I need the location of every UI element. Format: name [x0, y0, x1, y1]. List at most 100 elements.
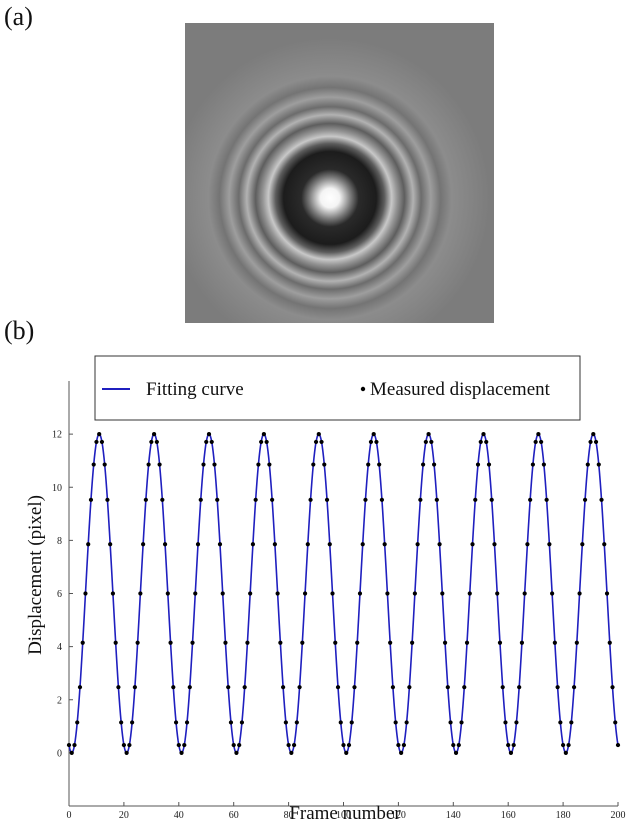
x-tick-label: 20	[119, 810, 129, 821]
measured-point	[377, 462, 382, 467]
measured-point	[113, 640, 118, 645]
measured-point	[283, 720, 288, 725]
measured-point	[264, 439, 269, 445]
measured-point	[154, 439, 159, 445]
measured-point	[346, 742, 352, 748]
measured-point	[204, 439, 209, 445]
measured-point	[313, 439, 319, 445]
measured-point	[448, 720, 453, 725]
measured-point	[410, 640, 415, 645]
measured-point	[451, 742, 456, 748]
measured-point	[341, 742, 346, 748]
measured-point	[379, 497, 385, 502]
measured-point	[566, 742, 571, 748]
measured-point	[171, 685, 176, 690]
y-tick-label: 6	[57, 589, 62, 600]
measured-point	[363, 497, 368, 502]
measured-points-layer	[66, 432, 621, 755]
legend-label-measured-displacement: Measured displacement	[370, 379, 551, 400]
measured-point	[116, 685, 121, 690]
measured-point	[558, 720, 563, 725]
measured-point	[333, 640, 338, 645]
measured-point	[539, 439, 544, 445]
measured-point	[245, 640, 250, 645]
x-tick-label: 100	[336, 810, 351, 821]
measured-point	[615, 742, 621, 748]
measured-point	[234, 750, 239, 755]
y-tick-label: 4	[57, 642, 62, 653]
measured-point	[519, 640, 525, 645]
measured-point	[415, 542, 420, 547]
measured-point	[300, 640, 305, 645]
measured-point	[596, 462, 601, 467]
measured-point	[574, 640, 579, 645]
measured-point	[514, 720, 519, 725]
measured-point	[278, 640, 283, 645]
y-tick-label: 2	[57, 695, 62, 706]
x-axis-title: Frame number	[289, 803, 401, 824]
measured-point	[470, 542, 475, 547]
measured-point	[130, 720, 135, 725]
fitting-curve-layer	[68, 433, 619, 754]
measured-point	[184, 720, 190, 725]
measured-point	[209, 439, 214, 445]
measured-point	[613, 720, 618, 725]
measured-point	[459, 720, 464, 725]
measured-point	[324, 497, 330, 502]
measured-point	[335, 685, 341, 690]
legend-dot-swatch	[360, 386, 366, 392]
measured-point	[289, 750, 294, 755]
measured-point	[355, 640, 360, 645]
measured-point	[242, 685, 247, 690]
measured-point	[102, 462, 107, 467]
measured-point	[215, 497, 220, 502]
measured-point	[591, 432, 596, 437]
measured-point	[544, 497, 549, 502]
measured-point	[456, 742, 461, 748]
measured-point	[467, 591, 472, 596]
measured-point	[267, 462, 272, 467]
measured-point	[536, 432, 541, 437]
measured-point	[75, 720, 80, 725]
measured-point	[475, 462, 481, 467]
measured-point	[226, 685, 231, 690]
measured-point	[141, 542, 146, 547]
measured-point	[212, 462, 217, 467]
measured-point	[250, 542, 256, 547]
x-tick-label: 120	[391, 810, 406, 821]
measured-point	[503, 720, 508, 725]
measured-point	[426, 432, 431, 437]
measured-point	[561, 742, 566, 748]
measured-point	[91, 462, 96, 467]
measured-point	[610, 685, 615, 690]
measured-point	[360, 542, 365, 547]
measured-point	[223, 640, 228, 645]
measured-point	[193, 591, 198, 596]
measured-point	[478, 439, 483, 445]
measured-point	[316, 432, 321, 437]
measured-point	[473, 497, 478, 502]
measured-point	[555, 685, 560, 690]
measured-point	[440, 591, 445, 596]
measured-point	[261, 432, 266, 437]
measured-point	[66, 742, 72, 748]
measured-point	[302, 591, 308, 596]
measured-point	[437, 542, 442, 547]
measured-point	[511, 742, 516, 748]
measured-point	[585, 462, 590, 467]
measured-point	[228, 720, 234, 725]
measured-point	[305, 542, 310, 547]
x-tick-label: 160	[501, 810, 516, 821]
measured-point	[407, 685, 412, 690]
measured-point	[182, 742, 187, 748]
measured-point	[495, 591, 500, 596]
measured-point	[319, 439, 324, 445]
measured-point	[149, 439, 154, 445]
measured-point	[602, 542, 607, 547]
measured-point	[500, 685, 505, 690]
measured-point	[604, 591, 610, 596]
fitting-curve-line	[68, 433, 619, 754]
y-tick-label: 12	[52, 430, 62, 441]
measured-point	[550, 591, 555, 596]
measured-point	[385, 591, 390, 596]
